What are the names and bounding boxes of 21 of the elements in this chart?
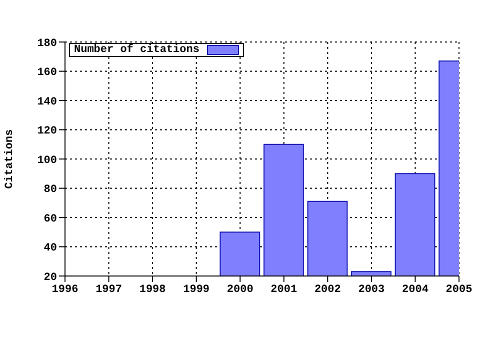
x-tick-label: 1997 [96,284,122,296]
x-tick-label: 2002 [314,284,341,296]
y-axis-title: Citations [4,129,16,189]
x-tick-label: 2000 [226,284,254,296]
x-tick-label: 1996 [52,284,78,296]
y-tick-label: 100 [37,154,57,167]
y-tick-label: 120 [37,126,57,138]
y-tick-label: 140 [37,96,57,108]
x-tick-label: 2003 [358,284,386,296]
x-tick-label: 2001 [270,284,298,296]
y-tick-label: 80 [44,184,57,196]
y-tick-label: 40 [44,242,57,255]
x-tick-label: 2004 [402,284,429,296]
x-tick-label: 1999 [183,284,210,296]
legend-label: Number of citations [74,44,200,56]
y-tick-label: 180 [37,38,57,50]
y-tick-label: 20 [44,272,57,284]
x-tick-label: 1998 [139,284,166,296]
x-tick-label: 2005 [446,284,473,296]
y-tick-label: 160 [37,67,57,80]
y-tick-label: 60 [44,213,57,226]
